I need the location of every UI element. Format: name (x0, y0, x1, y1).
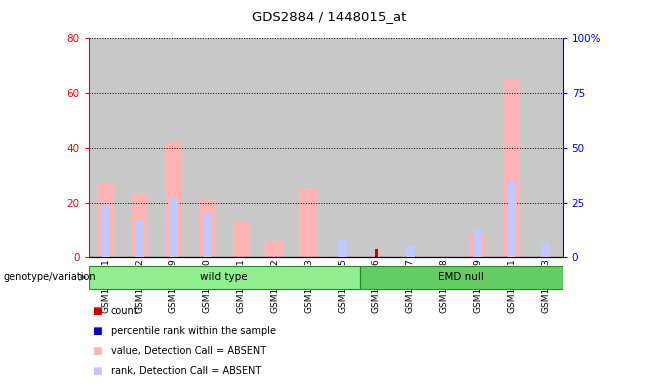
Bar (359, 38, 393, 257)
Bar (203, 214, 211, 257)
Text: genotype/variation: genotype/variation (3, 272, 96, 282)
Bar (190, 38, 224, 257)
Bar (122, 38, 157, 257)
Bar (136, 220, 144, 257)
Bar (474, 229, 482, 257)
Text: ■: ■ (92, 306, 102, 316)
Bar (470, 235, 486, 257)
Bar (406, 247, 415, 257)
Bar (393, 38, 427, 257)
FancyBboxPatch shape (89, 266, 359, 289)
Text: EMD null: EMD null (438, 272, 484, 282)
Bar (165, 142, 182, 257)
Text: ■: ■ (92, 326, 102, 336)
Bar (258, 38, 292, 257)
Bar (89, 38, 122, 257)
Text: value, Detection Call = ABSENT: value, Detection Call = ABSENT (111, 346, 266, 356)
Bar (375, 249, 378, 257)
Bar (157, 38, 190, 257)
FancyBboxPatch shape (359, 266, 563, 289)
Bar (300, 189, 317, 257)
Text: rank, Detection Call = ABSENT: rank, Detection Call = ABSENT (111, 366, 261, 376)
Bar (338, 240, 347, 257)
Text: ■: ■ (92, 366, 102, 376)
Bar (266, 241, 284, 257)
Bar (224, 38, 258, 257)
Bar (169, 198, 178, 257)
Text: ■: ■ (92, 346, 102, 356)
Bar (427, 38, 461, 257)
Bar (542, 242, 550, 257)
Bar (529, 38, 563, 257)
Text: count: count (111, 306, 138, 316)
Bar (495, 38, 529, 257)
Bar (101, 205, 110, 257)
Bar (461, 38, 495, 257)
Bar (199, 200, 216, 257)
Text: GDS2884 / 1448015_at: GDS2884 / 1448015_at (252, 10, 406, 23)
Bar (131, 194, 148, 257)
Bar (503, 79, 520, 257)
Bar (292, 38, 326, 257)
Bar (409, 249, 411, 257)
Text: percentile rank within the sample: percentile rank within the sample (111, 326, 276, 336)
Text: wild type: wild type (201, 272, 248, 282)
Bar (97, 184, 114, 257)
Bar (326, 38, 359, 257)
Bar (507, 181, 516, 257)
Bar (233, 222, 249, 257)
